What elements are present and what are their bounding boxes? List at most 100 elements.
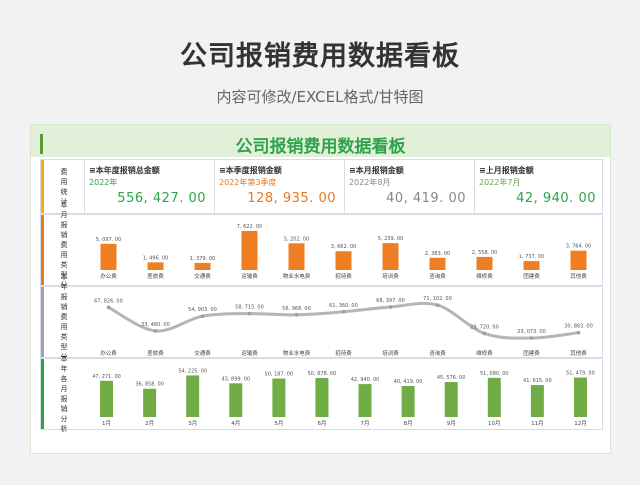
data-label-7: 5, 239. 00 (378, 236, 403, 242)
point-11 (576, 330, 581, 335)
kpi-card-4: ≡上月报销金额 2022年7月 42, 940. 00 (474, 160, 604, 213)
x-tick-label-6: 招待费 (335, 272, 352, 280)
bar-7 (382, 243, 399, 270)
kpi-period: 2022年7月 (479, 178, 521, 187)
data-label-4: 58, 715. 00 (235, 305, 264, 311)
data-label-6: 3, 662. 00 (331, 244, 356, 250)
point-7 (388, 305, 393, 309)
kpi-value: 556, 427. 00 (117, 191, 206, 206)
data-label-8: 2, 383. 00 (425, 251, 450, 257)
x-tick-label-1: 1月 (102, 420, 111, 427)
x-tick-label-7: 培训费 (382, 272, 399, 280)
data-label-8: 40, 419. 00 (394, 379, 423, 385)
data-label-8: 71, 102. 00 (423, 296, 452, 302)
data-label-10: 23, 073. 00 (517, 329, 546, 335)
data-label-6: 50, 878. 00 (308, 371, 337, 377)
data-label-11: 3, 764. 00 (566, 244, 591, 250)
x-tick-label-2: 差旅费 (147, 349, 164, 357)
point-1 (106, 305, 111, 310)
stats-row-label: 费用统计 (41, 160, 84, 213)
x-tick-label-1: 办公费 (100, 349, 117, 357)
bar-2 (147, 262, 164, 270)
data-label-3: 1, 379. 00 (190, 256, 215, 262)
point-8 (435, 303, 440, 307)
kpi-period: 2022年8月 (349, 178, 391, 187)
data-label-10: 1, 737. 00 (519, 254, 544, 260)
kpi-period: 2022年 (89, 178, 118, 187)
x-tick-label-8: 8月 (404, 420, 413, 427)
bar-2 (143, 388, 157, 417)
monthly-row-label: 本年各月报销分析 (41, 355, 84, 433)
data-label-12: 51, 479. 00 (566, 371, 595, 377)
bar-1 (100, 380, 114, 417)
data-label-1: 5, 097. 00 (96, 237, 121, 243)
data-label-9: 29, 720. 00 (470, 324, 499, 330)
bar-10 (487, 377, 501, 417)
data-label-9: 45, 576. 00 (437, 375, 466, 381)
x-tick-label-3: 交通费 (194, 349, 211, 357)
x-tick-label-9: 维修费 (476, 272, 493, 280)
x-tick-label-11: 11月 (531, 420, 544, 427)
bar-6 (335, 251, 352, 270)
bar-5 (272, 378, 286, 417)
x-tick-label-5: 5月 (274, 420, 283, 427)
x-tick-label-6: 招待费 (335, 349, 352, 357)
data-label-9: 2, 558. 00 (472, 250, 497, 256)
x-tick-label-5: 物业水电费 (283, 349, 311, 357)
kpi-card-2: ≡本季度报销金额 2022年第3季度 128, 935. 00 (214, 160, 344, 213)
point-6 (341, 309, 346, 314)
kpi-label: ≡本季度报销金额 (219, 166, 282, 175)
stats-row-label-text: 费用统计 (60, 167, 68, 206)
data-label-3: 54, 903. 00 (188, 307, 217, 313)
kpi-value: 128, 935. 00 (247, 191, 336, 206)
x-tick-label-4: 4月 (231, 420, 240, 427)
sheet-header: 公司报销费用数据看板 (31, 125, 610, 157)
kpi-label: ≡上月报销金额 (479, 166, 534, 175)
x-tick-label-2: 差旅费 (147, 272, 164, 280)
x-tick-label-8: 咨询费 (429, 272, 446, 280)
bar-8 (401, 386, 415, 417)
bar-7 (358, 384, 372, 417)
kpi-period: 2022年第3季度 (219, 178, 277, 187)
data-label-7: 68, 397. 00 (376, 298, 405, 304)
point-9 (482, 331, 487, 336)
point-10 (529, 336, 534, 340)
x-tick-label-2: 2月 (145, 420, 154, 427)
kpi-card-1: ≡本年度报销总金额 2022年 556, 427. 00 (84, 160, 214, 213)
x-tick-label-9: 9月 (447, 420, 456, 427)
year-type-row-label: 本年报销费用类型分析 (41, 273, 84, 371)
page-title: 公司报销费用数据看板 (180, 41, 460, 72)
data-label-2: 1, 496. 00 (143, 255, 168, 261)
monthly-row: 本年各月报销分析 47, 271. 00 1月 36, 858. 00 2月 54, 2… (40, 355, 603, 433)
point-2 (153, 329, 158, 333)
x-tick-label-12: 12月 (574, 420, 587, 427)
year-type-row: 本年报销费用类型分析 67, 826. 00 办公费 33, 480. 00 差旅费 5… (40, 273, 603, 371)
data-label-2: 33, 480. 00 (141, 322, 170, 328)
bar-8 (429, 257, 446, 270)
bar-5 (288, 243, 305, 270)
data-label-4: 7, 622. 00 (237, 224, 262, 230)
sheet-title: 公司报销费用数据看板 (235, 137, 406, 157)
header-accent-bar (40, 134, 43, 154)
bar-3 (194, 262, 211, 270)
kpi-value: 40, 419. 00 (386, 191, 466, 206)
x-tick-label-10: 团建费 (523, 272, 540, 280)
kpi-label: ≡本月报销金额 (349, 166, 404, 175)
bar-11 (570, 250, 587, 270)
x-tick-label-5: 物业水电费 (283, 272, 311, 280)
month-type-bar-chart: 5, 097. 00 办公费 1, 496. 00 差旅费 1, 379. 00 交通费 7… (96, 224, 591, 280)
kpi-value: 42, 940. 00 (516, 191, 596, 206)
stats-row: 费用统计 ≡本年度报销总金额 2022年 556, 427. 00 ≡本季度报销金额 2… (40, 159, 603, 214)
bar-1 (100, 243, 117, 270)
x-tick-label-4: 运输费 (241, 272, 258, 280)
bar-6 (315, 377, 329, 417)
x-tick-label-7: 培训费 (382, 349, 399, 357)
data-label-5: 50, 187. 00 (265, 372, 294, 378)
bar-4 (229, 383, 243, 417)
x-tick-label-11: 其他费 (570, 272, 587, 280)
kpi-card-3: ≡本月报销金额 2022年8月 40, 419. 00 (344, 160, 474, 213)
point-3 (200, 314, 205, 319)
data-label-4: 43, 899. 00 (221, 376, 250, 382)
bar-9 (476, 256, 493, 270)
data-label-3: 54, 225. 00 (178, 368, 207, 374)
